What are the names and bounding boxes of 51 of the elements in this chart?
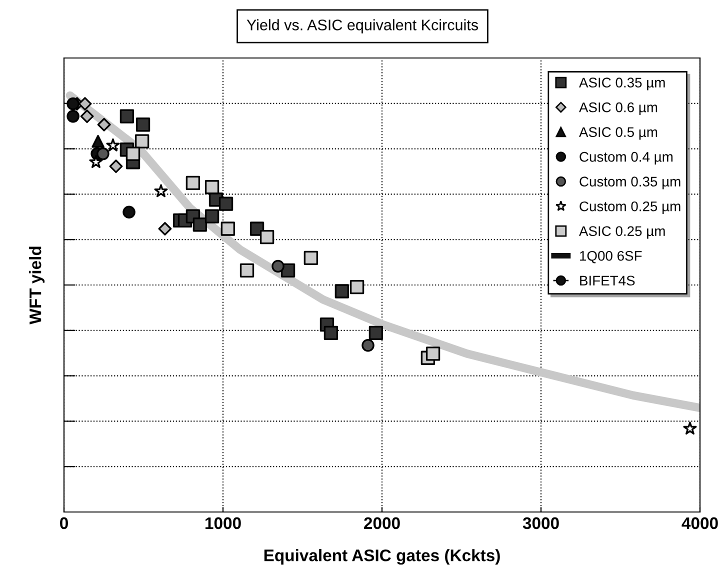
x-axis-title: Equivalent ASIC gates (Kckts) <box>264 549 500 565</box>
x-tick-label: 2000 <box>364 517 400 530</box>
point <box>304 250 318 266</box>
point <box>186 176 200 190</box>
point <box>97 118 111 132</box>
legend-label: ASIC 0.5 µm <box>579 127 658 140</box>
legend-label: 1Q00 6SF <box>580 250 642 264</box>
point <box>106 138 120 152</box>
point <box>204 180 220 194</box>
x-tick-label: 1000 <box>206 517 241 530</box>
point <box>426 346 440 361</box>
point <box>204 209 220 224</box>
y-axis-title: WFT yield <box>29 246 45 324</box>
point <box>158 222 172 236</box>
point <box>272 260 284 273</box>
x-tick-label: 4000 <box>682 517 718 530</box>
point <box>683 422 697 435</box>
point <box>136 118 150 132</box>
point <box>260 230 274 244</box>
legend-label: ASIC 0.35 µm <box>579 78 665 90</box>
point <box>120 109 134 124</box>
point <box>368 326 384 340</box>
x-tick-label: 3000 <box>522 517 559 530</box>
legend-label: Custom 0.4 µm <box>580 152 673 165</box>
point <box>92 134 104 148</box>
point <box>362 339 374 352</box>
chart-title: Yield vs. ASIC equivalent Kcircuits <box>246 19 478 34</box>
point <box>220 222 236 236</box>
point <box>126 146 140 161</box>
point <box>218 196 234 211</box>
x-tick-label: 0 <box>60 517 68 530</box>
point <box>134 134 150 148</box>
point <box>89 155 103 168</box>
legend-label: ASIC 0.6 µm <box>579 102 658 116</box>
point <box>350 280 364 294</box>
legend-label: Custom 0.25 µm <box>580 201 680 214</box>
point <box>66 110 80 123</box>
point <box>240 263 254 278</box>
point <box>154 184 168 198</box>
point <box>78 97 92 111</box>
point <box>80 110 94 124</box>
point <box>122 206 136 218</box>
point <box>192 218 208 232</box>
point <box>66 97 80 110</box>
point <box>334 284 350 298</box>
point <box>324 326 338 340</box>
legend-label: ASIC 0.25 µm <box>579 226 665 239</box>
legend-label: Custom 0.35 µm <box>580 176 680 190</box>
legend-label: BIFET4S <box>580 276 635 286</box>
point <box>96 147 110 160</box>
point <box>109 160 123 174</box>
